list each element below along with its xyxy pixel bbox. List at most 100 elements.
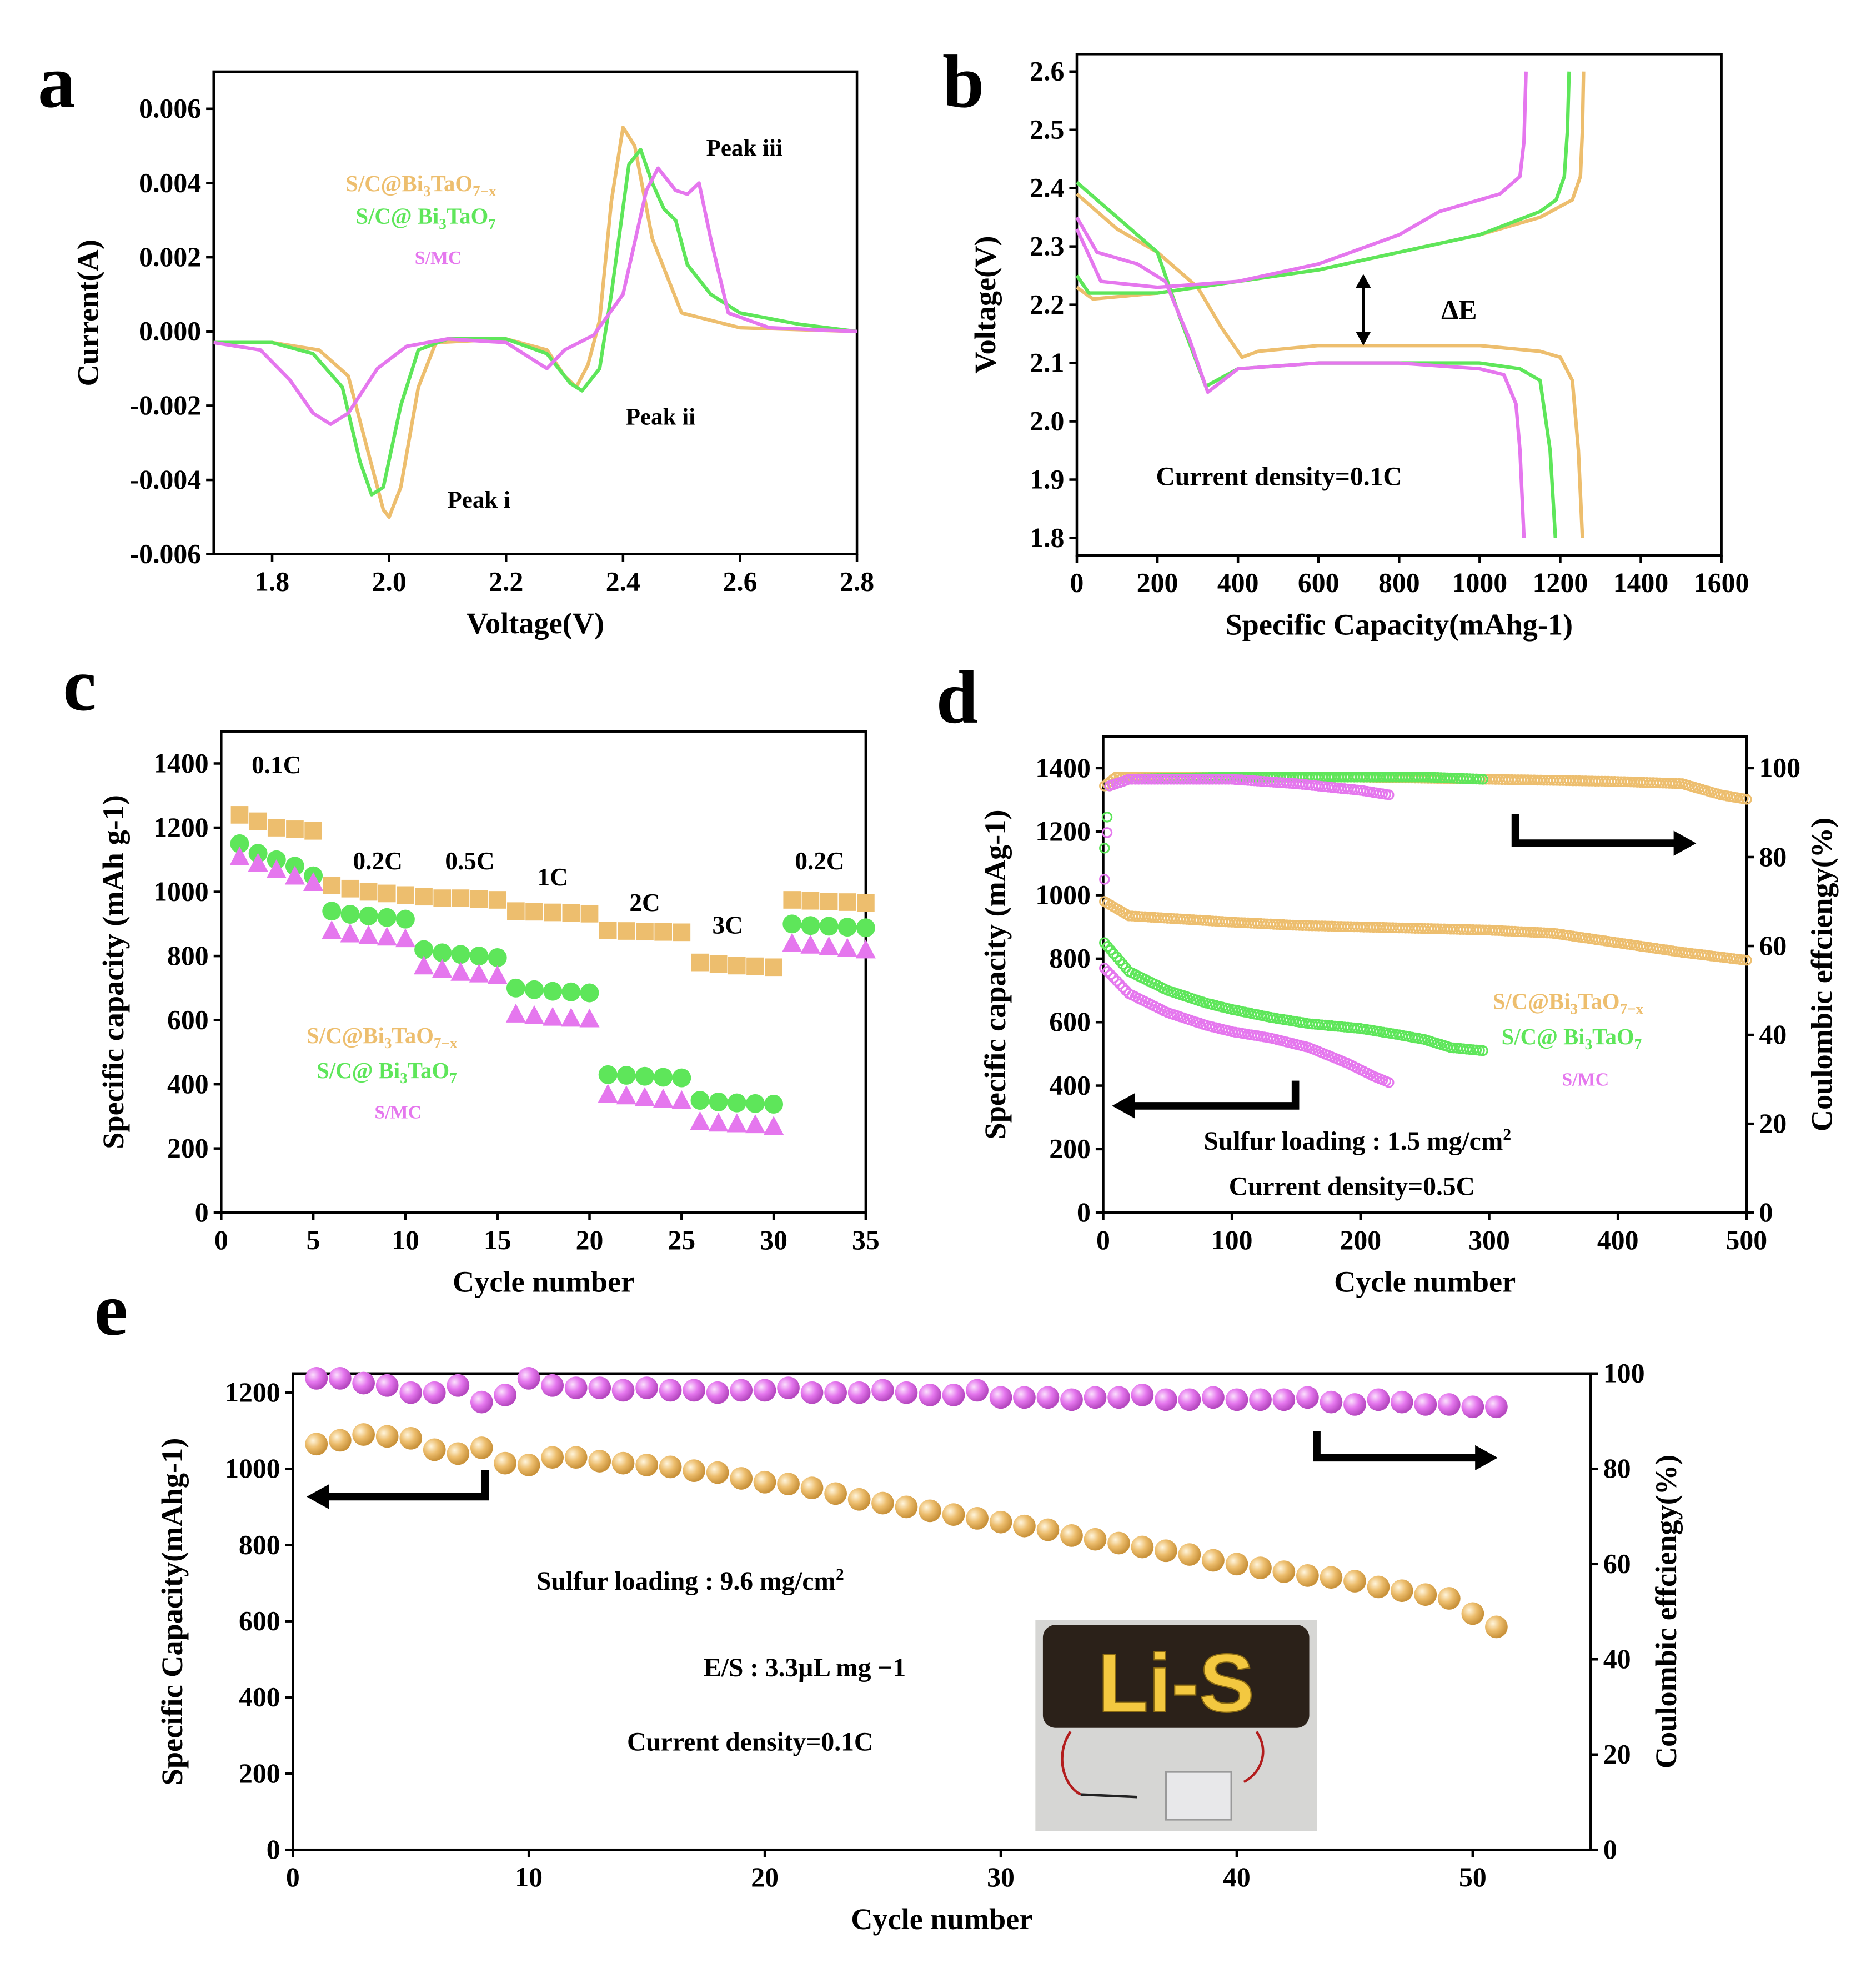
cycle-ball bbox=[1343, 1393, 1366, 1416]
y-axis-label-d: Specific capacity (mAg-1) bbox=[979, 810, 1012, 1140]
panel-c-label: c bbox=[63, 643, 96, 727]
rate-point-triangle bbox=[303, 872, 324, 892]
rate-point-triangle bbox=[266, 859, 287, 878]
voltage-profile-line bbox=[1075, 71, 1571, 295]
panel-a-legend-3: S/MC bbox=[415, 248, 462, 268]
panel-d-legend-1: S/C@Bi3TaO7−x bbox=[1493, 989, 1644, 1018]
cycle-ball bbox=[895, 1495, 918, 1519]
rate-label: 0.5C bbox=[445, 847, 494, 875]
rate-point-square bbox=[562, 904, 580, 922]
plot-frame-a bbox=[212, 70, 859, 555]
cycle-ball bbox=[1272, 1560, 1296, 1583]
cycle-ball bbox=[659, 1379, 682, 1402]
rate-label: 0.2C bbox=[795, 847, 844, 875]
rate-point-square bbox=[452, 889, 470, 907]
y-tick-label-c: 1400 bbox=[153, 748, 209, 778]
x-axis-label-a: Voltage(V) bbox=[467, 607, 604, 640]
rate-point-triangle bbox=[764, 1116, 784, 1135]
cycle-ball bbox=[777, 1473, 800, 1496]
x-tick-label-c: 0 bbox=[214, 1225, 228, 1255]
cycle-ball bbox=[1437, 1393, 1461, 1416]
rate-point-square bbox=[599, 922, 617, 939]
rate-point-square bbox=[636, 923, 654, 941]
cycle-point bbox=[1108, 972, 1120, 983]
cycle-ball bbox=[447, 1374, 470, 1397]
x-tick-label-e: 50 bbox=[1459, 1862, 1487, 1892]
cv-series-line bbox=[213, 126, 857, 519]
x-tick-label-c: 10 bbox=[392, 1225, 419, 1255]
cycle-ball bbox=[989, 1510, 1012, 1534]
rate-point-triangle bbox=[377, 927, 397, 946]
y2-tick-label-e: 0 bbox=[1603, 1834, 1617, 1865]
cycle-ball bbox=[494, 1384, 516, 1406]
y-tick-label-b: 2.5 bbox=[1030, 114, 1064, 145]
panel-c-legend-3: S/MC bbox=[374, 1103, 422, 1123]
y-tick-label-d: 1200 bbox=[1035, 816, 1091, 847]
x-tick-label-c: 15 bbox=[484, 1225, 511, 1255]
cycle-ball bbox=[942, 1503, 965, 1526]
inset-led-text: Li-S bbox=[1098, 1636, 1255, 1729]
x-axis-label-e: Cycle number bbox=[851, 1902, 1032, 1936]
rate-point-triangle bbox=[340, 923, 360, 943]
rate-point-circle bbox=[322, 902, 342, 921]
cycle-point bbox=[1099, 874, 1110, 885]
cycle-ball bbox=[966, 1507, 989, 1530]
y-tick-label-e: 1200 bbox=[225, 1377, 280, 1408]
panel-a-peak-i: Peak i bbox=[448, 487, 510, 513]
cycle-ball bbox=[1461, 1395, 1484, 1419]
cycle-ball bbox=[611, 1379, 635, 1402]
rate-point-triangle bbox=[819, 936, 839, 955]
rate-point-circle bbox=[488, 948, 507, 967]
y2-tick-label-d: 100 bbox=[1759, 753, 1800, 783]
chart-b-charge-discharge: 0 200 400 600 800 1000 1200 1400 1600 1.8 1.9 2.0 2.… bbox=[969, 53, 1749, 642]
rate-point-circle bbox=[654, 1068, 673, 1087]
rate-point-circle bbox=[616, 1065, 636, 1085]
chart-a-cv-curves: 1.8 2.0 2.2 2.4 2.6 2.8 -0.006 -0.004 -0.002 0.00… bbox=[72, 70, 874, 640]
plot-frame-c bbox=[220, 730, 867, 1214]
rate-point-triangle bbox=[837, 938, 857, 957]
rate-point-triangle bbox=[505, 1003, 526, 1023]
panel-d-sulfur-loading: Sulfur loading : 1.5 mg/cm2 bbox=[1203, 1126, 1511, 1156]
y-axis-label-c: Specific capacity (mAh g-1) bbox=[97, 795, 130, 1149]
x-axis-label-c: Cycle number bbox=[453, 1265, 634, 1299]
x-tick-label-b: 200 bbox=[1137, 568, 1178, 598]
rate-point-triangle bbox=[543, 1006, 563, 1026]
y-tick-label-d: 600 bbox=[1049, 1006, 1091, 1037]
cycle-ball bbox=[375, 1425, 399, 1448]
rate-point-circle bbox=[709, 1092, 728, 1111]
rate-point-triangle bbox=[469, 963, 489, 983]
rate-point-square bbox=[433, 889, 452, 907]
rate-point-circle bbox=[598, 1065, 618, 1084]
rate-point-circle bbox=[525, 980, 544, 999]
rate-point-circle bbox=[672, 1068, 691, 1088]
cycle-ball bbox=[1414, 1393, 1437, 1416]
cycle-ball bbox=[517, 1454, 540, 1476]
x-tick-label-c: 20 bbox=[576, 1225, 604, 1255]
y-tick-label-b: 2.6 bbox=[1030, 56, 1064, 87]
panel-d-right-arrow bbox=[1511, 814, 1697, 856]
cycle-ball bbox=[635, 1376, 658, 1399]
x-tick-label-a: 1.8 bbox=[255, 566, 289, 597]
y2-tick-label-e: 100 bbox=[1603, 1358, 1645, 1389]
cycle-ball bbox=[824, 1381, 847, 1404]
rate-point-square bbox=[783, 891, 801, 909]
cycle-ball bbox=[470, 1390, 493, 1414]
rate-point-circle bbox=[856, 918, 875, 938]
cycle-ball bbox=[1084, 1528, 1107, 1551]
cycle-ball bbox=[871, 1379, 894, 1402]
cycle-ball bbox=[1013, 1514, 1036, 1538]
rate-point-circle bbox=[837, 918, 857, 937]
cycle-ball bbox=[659, 1455, 682, 1479]
cycle-point bbox=[1105, 969, 1116, 980]
x-tick-label-a: 2.4 bbox=[606, 566, 640, 597]
panel-a-legend-1: S/C@Bi3TaO7−x bbox=[345, 171, 496, 199]
cycle-ball bbox=[1249, 1556, 1272, 1579]
cycle-ball bbox=[399, 1381, 423, 1404]
rate-point-triangle bbox=[284, 865, 305, 885]
rate-point-square bbox=[341, 879, 359, 898]
panel-e-sulfur-loading: Sulfur loading : 9.6 mg/cm2 bbox=[536, 1566, 844, 1596]
cycle-ball bbox=[1107, 1531, 1130, 1555]
rate-point-circle bbox=[451, 945, 470, 964]
rate-point-circle bbox=[819, 917, 839, 936]
cycle-ball bbox=[305, 1433, 328, 1456]
